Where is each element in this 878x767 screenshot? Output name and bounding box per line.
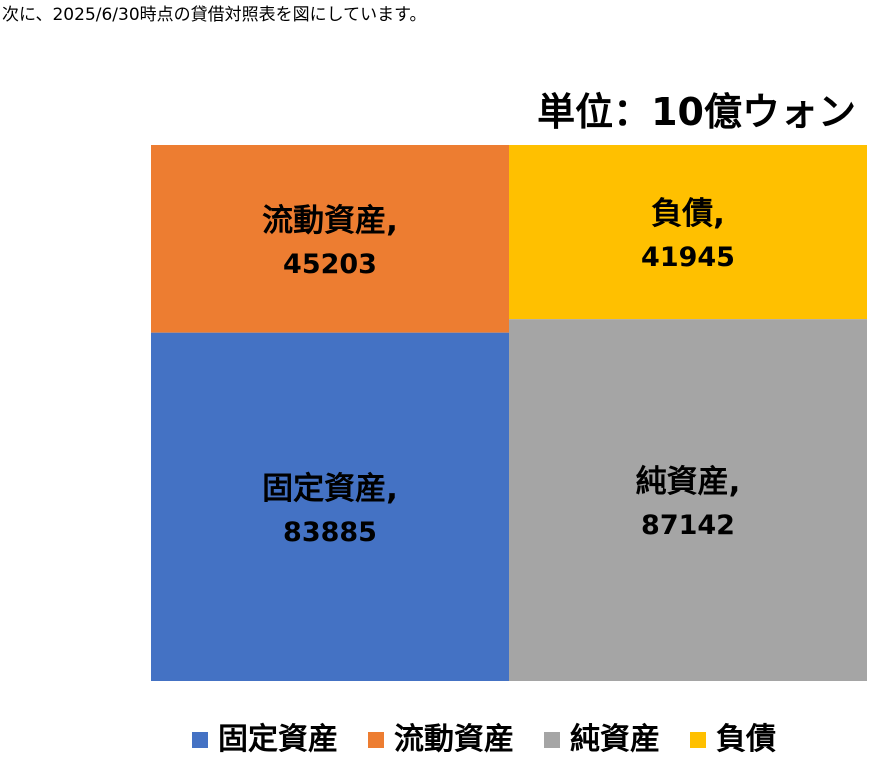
legend-item-net-assets: 純資産	[544, 720, 660, 760]
legend-swatch	[544, 732, 560, 748]
legend-label: 純資産	[570, 722, 660, 757]
treemap-tile-1-0	[509, 145, 867, 320]
legend-item-fixed-assets: 固定資産	[192, 720, 338, 760]
legend-label: 負債	[716, 722, 776, 757]
tile-name-label: 純資産,	[636, 464, 741, 500]
tile-value-label: 45203	[283, 249, 377, 280]
legend-label: 固定資産	[218, 722, 338, 757]
chart-legend: 固定資産 流動資産 純資産 負債	[192, 718, 776, 762]
legend-swatch	[192, 732, 208, 748]
legend-swatch	[368, 732, 384, 748]
tile-value-label: 87142	[641, 510, 735, 541]
treemap-tile-0-0	[151, 145, 510, 333]
treemap-tile-1-1	[509, 319, 867, 681]
tile-value-label: 83885	[283, 517, 377, 548]
legend-label: 流動資産	[394, 722, 514, 757]
intro-text: 次に、2025/6/30時点の貸借対照表を図にしています。	[2, 5, 427, 25]
legend-item-current-assets: 流動資産	[368, 720, 514, 760]
chart-title: 単位：10億ウォン	[537, 90, 856, 134]
tile-name-label: 固定資産,	[262, 471, 398, 507]
legend-swatch	[690, 732, 706, 748]
tile-name-label: 流動資産,	[262, 203, 398, 239]
tile-name-label: 負債,	[651, 196, 725, 232]
tile-value-label: 41945	[641, 242, 735, 273]
treemap-tile-0-1	[151, 332, 510, 681]
legend-item-liabilities: 負債	[690, 720, 776, 760]
